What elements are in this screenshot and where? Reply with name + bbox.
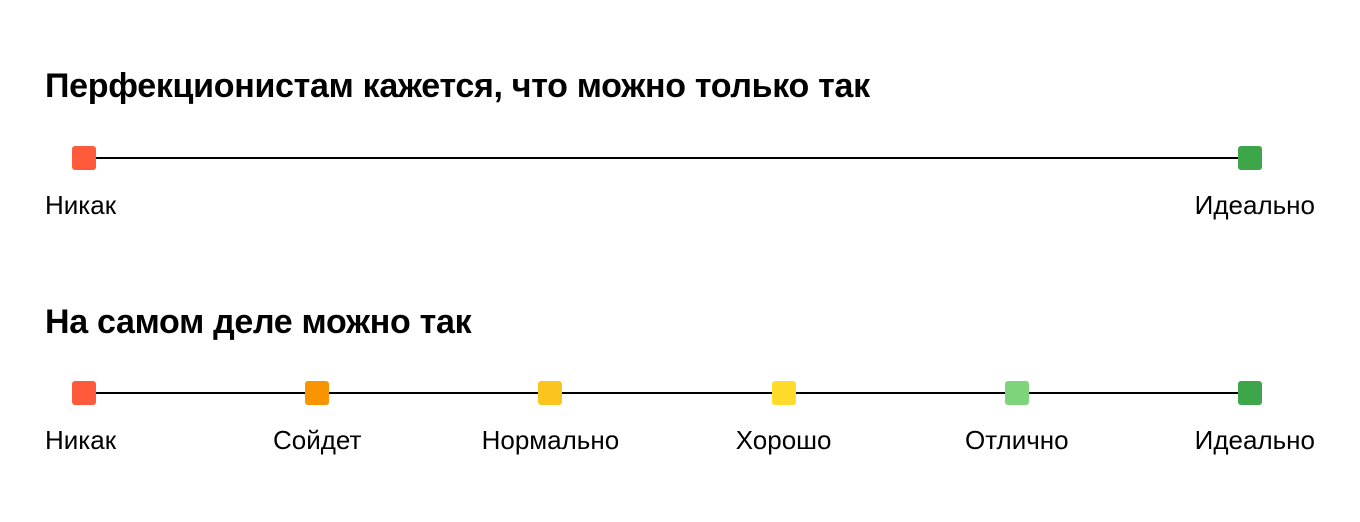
scale-point-label: Хорошо — [735, 425, 832, 455]
scale-point-label: Идеально — [1194, 190, 1315, 220]
scale-point-marker — [1238, 146, 1262, 170]
scale-point-marker — [771, 381, 796, 405]
scale-point-label: Нормально — [481, 425, 620, 455]
scale-point-label: Отлично — [964, 425, 1069, 455]
scale-title: Перфекционистам кажется, что можно тольк… — [45, 67, 870, 105]
scale-point-marker — [72, 381, 96, 405]
scale-point-label: Никак — [45, 425, 117, 455]
scale-point-label: Идеально — [1194, 425, 1315, 455]
scale-point-marker — [1004, 381, 1029, 405]
scale-point-marker — [1238, 381, 1262, 405]
scale-line — [84, 157, 1250, 159]
scale-line — [84, 392, 1250, 394]
scale-point-label: Сойдет — [272, 425, 362, 455]
scale-point-label: Никак — [45, 190, 117, 220]
scale-point-marker — [305, 381, 330, 405]
scale-point-marker — [538, 381, 563, 405]
scale-title: На самом деле можно так — [45, 303, 472, 341]
scale-point-marker — [72, 146, 96, 170]
